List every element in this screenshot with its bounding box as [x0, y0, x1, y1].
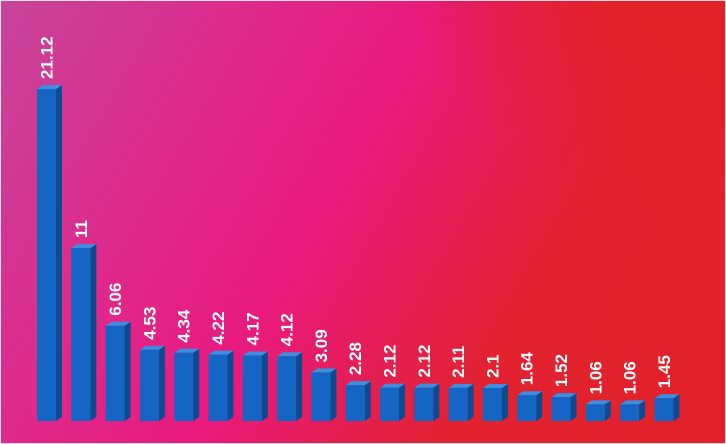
bar-top	[517, 391, 543, 396]
bar-19	[654, 394, 680, 421]
bar-side	[261, 351, 268, 421]
bar-10	[345, 381, 371, 421]
bar-top	[105, 321, 131, 326]
bar-6	[208, 350, 234, 421]
bar-side	[536, 391, 543, 421]
bar-side	[158, 345, 165, 421]
bar-front	[174, 352, 194, 421]
bar-front	[208, 354, 228, 421]
bar-front	[620, 404, 640, 421]
bar-side	[501, 383, 508, 421]
data-label-4: 4.53	[140, 307, 159, 340]
data-label-8: 4.12	[278, 313, 297, 346]
bar-top	[311, 368, 337, 373]
bar-7	[242, 351, 268, 421]
bar-side	[570, 393, 577, 421]
bar-front	[37, 89, 56, 421]
bar-4	[139, 345, 165, 421]
bar-top	[37, 85, 62, 89]
bar-side	[639, 400, 646, 421]
bar-15	[517, 391, 543, 421]
bar-front	[345, 385, 365, 421]
bar-side	[124, 321, 131, 421]
bar-top	[482, 383, 508, 388]
bar-top	[585, 400, 611, 405]
bar-top	[620, 400, 646, 405]
bar-top	[71, 244, 97, 249]
bar-front	[242, 355, 262, 421]
data-label-2: 11	[72, 220, 91, 238]
bar-top	[380, 383, 405, 388]
bar-side	[467, 383, 474, 421]
bar-2	[71, 244, 97, 421]
bar-side	[399, 383, 405, 421]
bar-top	[208, 350, 234, 355]
bar-front	[517, 395, 537, 421]
data-label-16: 1.52	[552, 354, 571, 387]
bar-top	[242, 351, 268, 356]
bar-top	[277, 352, 303, 357]
bar-front	[448, 387, 468, 421]
bar-14	[482, 383, 508, 421]
data-label-5: 4.34	[175, 309, 194, 343]
data-label-18: 1.06	[621, 361, 640, 394]
bar-front	[311, 372, 331, 421]
bar-top	[448, 383, 474, 388]
data-label-19: 1.45	[655, 355, 674, 388]
data-label-12: 2.12	[415, 345, 434, 378]
bar-top	[174, 348, 200, 353]
data-label-1: 21.12	[38, 36, 57, 79]
bar-side	[193, 348, 200, 421]
bar-11	[380, 383, 405, 421]
data-label-17: 1.06	[586, 361, 605, 394]
bar-side	[296, 352, 303, 421]
data-label-3: 6.06	[106, 283, 125, 316]
bar-side	[364, 381, 371, 421]
bar-front	[277, 356, 297, 421]
bar-13	[448, 383, 474, 421]
bar-side	[227, 350, 234, 421]
bar-8	[277, 352, 303, 421]
bar-18	[620, 400, 646, 421]
bar-front	[380, 387, 399, 421]
bar-16	[551, 393, 577, 421]
bar-1	[37, 85, 62, 421]
bar-front	[585, 404, 605, 421]
bar-5	[174, 348, 200, 421]
data-label-15: 1.64	[518, 352, 537, 386]
data-label-6: 4.22	[209, 312, 228, 345]
bar-front	[71, 248, 91, 421]
bar-12	[414, 383, 440, 421]
data-label-7: 4.17	[243, 312, 262, 345]
bar-3	[105, 321, 131, 421]
bar-side	[604, 400, 611, 421]
bar-front	[139, 349, 159, 421]
data-label-14: 2.1	[483, 354, 502, 378]
bar-front	[551, 397, 571, 421]
bar-top	[139, 345, 165, 350]
bar-top	[345, 381, 371, 386]
data-label-9: 3.09	[312, 329, 331, 362]
data-label-11: 2.12	[381, 345, 400, 378]
bar-front	[105, 325, 125, 421]
bar-side	[90, 244, 97, 421]
bar-side	[56, 85, 62, 421]
data-label-13: 2.11	[449, 346, 468, 378]
bar-side	[433, 383, 440, 421]
bar-top	[654, 394, 680, 399]
data-label-10: 2.28	[346, 342, 365, 375]
bar-17	[585, 400, 611, 421]
bar-front	[482, 387, 502, 421]
bar-front	[414, 387, 434, 421]
bar-9	[311, 368, 337, 421]
bar-top	[551, 393, 577, 398]
bar-side	[330, 368, 337, 421]
bar-side	[673, 394, 680, 421]
bar-front	[654, 398, 674, 421]
bar-top	[414, 383, 440, 388]
